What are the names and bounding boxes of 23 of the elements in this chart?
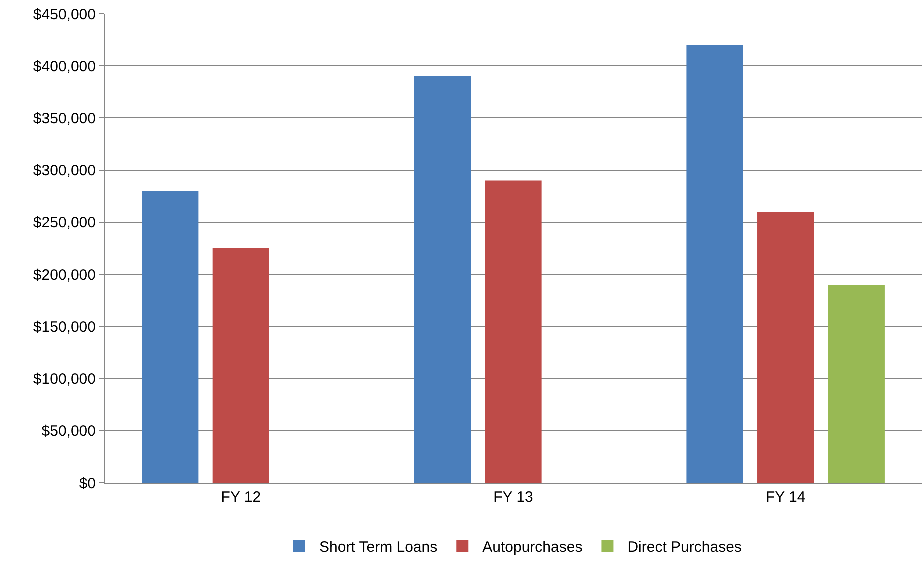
y-tick-label: $50,000 xyxy=(42,423,96,440)
legend-label: Autopurchases xyxy=(482,539,583,556)
bar xyxy=(758,212,814,483)
bar xyxy=(686,45,744,483)
bar xyxy=(828,284,885,483)
y-tick-label: $0 xyxy=(79,475,96,492)
legend-label: Direct Purchases xyxy=(628,539,742,556)
y-tick-label: $450,000 xyxy=(33,6,96,24)
y-tick-label: $300,000 xyxy=(33,162,96,180)
x-tick-label: FY 13 xyxy=(494,489,534,506)
y-tick-label: $100,000 xyxy=(33,371,96,388)
bar xyxy=(212,248,270,483)
x-tick-label: FY 12 xyxy=(221,489,262,506)
x-tick-label: FY 14 xyxy=(766,489,806,506)
bar xyxy=(142,191,199,483)
bar xyxy=(414,76,472,483)
legend-label: Short Term Loans xyxy=(320,539,438,556)
y-tick-label: $350,000 xyxy=(33,110,96,128)
y-tick-label: $150,000 xyxy=(33,318,96,336)
bar xyxy=(485,180,542,483)
y-tick-label: $250,000 xyxy=(33,214,96,232)
y-tick-label: $400,000 xyxy=(33,58,96,76)
y-tick-label: $200,000 xyxy=(33,266,96,284)
